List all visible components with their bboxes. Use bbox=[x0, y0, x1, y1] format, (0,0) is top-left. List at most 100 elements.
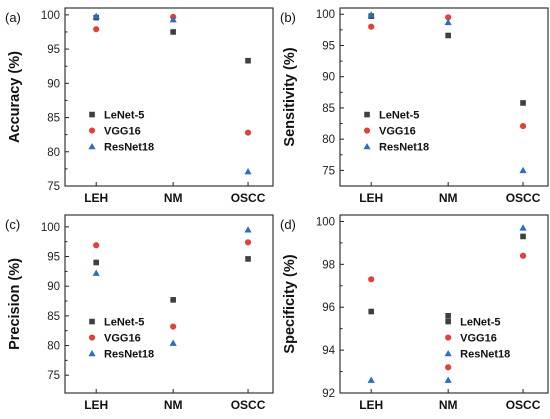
legend-marker-triangle bbox=[444, 349, 452, 357]
data-point-square bbox=[93, 259, 99, 266]
data-point-triangle bbox=[519, 166, 527, 174]
data-point-triangle bbox=[244, 168, 252, 175]
y-tick-label: 80 bbox=[322, 134, 335, 146]
data-point-circle bbox=[519, 122, 527, 130]
data-point-circle bbox=[244, 239, 252, 246]
legend-label: ResNet18 bbox=[379, 142, 429, 154]
legend-label: LeNet-5 bbox=[104, 317, 144, 329]
x-category-label: LEH bbox=[359, 191, 383, 205]
y-tick-label: 98 bbox=[322, 259, 335, 271]
legend-marker-circle bbox=[363, 127, 371, 134]
y-tick-label: 85 bbox=[322, 103, 335, 115]
plot-frame bbox=[64, 214, 274, 394]
legend-marker-square bbox=[89, 111, 95, 118]
data-point-square bbox=[170, 297, 176, 303]
x-category-label: NM bbox=[164, 398, 183, 412]
y-tick-label: 90 bbox=[47, 281, 60, 293]
data-point-triangle bbox=[92, 12, 100, 19]
legend-marker-circle bbox=[445, 334, 452, 341]
legend-label: LeNet-5 bbox=[104, 110, 144, 122]
plot-frame bbox=[339, 214, 549, 394]
panel-tag: (a) bbox=[5, 10, 21, 25]
data-point-triangle bbox=[169, 16, 177, 23]
data-point-square bbox=[520, 233, 526, 240]
y-tick-label: 95 bbox=[47, 44, 60, 56]
chart-panel-1: (a) 75 80 85 90 95 100 LEH NM OSCC Accuracy (%) LeN… bbox=[5, 7, 274, 205]
legend-label: ResNet18 bbox=[460, 349, 510, 361]
chart-panel-4: (d) 92 94 96 98 100 LEH NM OSCC Specificity (%) Le… bbox=[280, 214, 549, 412]
legend-label: LeNet-5 bbox=[460, 317, 500, 329]
data-point-circle bbox=[93, 26, 100, 33]
y-tick-label: 100 bbox=[316, 9, 335, 21]
y-tick-label: 90 bbox=[47, 78, 60, 90]
x-category-label: LEH bbox=[359, 398, 383, 412]
x-category-label: OSCC bbox=[231, 191, 266, 205]
legend-label: VGG16 bbox=[460, 333, 497, 345]
y-tick-label: 90 bbox=[322, 72, 335, 84]
data-point-square bbox=[445, 312, 451, 319]
legend-marker-square bbox=[364, 111, 370, 118]
plot-frame bbox=[64, 7, 274, 187]
data-point-square bbox=[245, 57, 251, 64]
data-point-triangle bbox=[367, 376, 375, 383]
x-category-label: LEH bbox=[84, 398, 108, 412]
x-category-label: LEH bbox=[84, 191, 108, 205]
panel-tag: (b) bbox=[280, 10, 296, 25]
data-point-triangle bbox=[444, 18, 452, 26]
data-point-square bbox=[445, 32, 451, 39]
data-point-square bbox=[520, 100, 526, 106]
y-axis-label: Specificity (%) bbox=[282, 254, 298, 353]
y-tick-label: 85 bbox=[47, 311, 60, 323]
data-point-circle bbox=[368, 23, 375, 30]
y-tick-label: 94 bbox=[322, 345, 335, 357]
x-category-label: OSCC bbox=[506, 191, 541, 205]
legend-marker-circle bbox=[88, 127, 96, 134]
x-category-label: OSCC bbox=[506, 398, 541, 412]
x-category-label: NM bbox=[439, 398, 458, 412]
x-category-label: NM bbox=[439, 191, 458, 205]
legend-marker-triangle bbox=[363, 142, 371, 150]
chart-panel-3: (c) 75 80 85 90 95 100 LEH NM OSCC Precision (%) Le… bbox=[5, 214, 274, 412]
data-point-circle bbox=[170, 323, 177, 330]
data-point-circle bbox=[445, 14, 452, 21]
data-point-triangle bbox=[92, 269, 100, 276]
y-tick-label: 96 bbox=[322, 302, 335, 314]
y-axis-label: Precision (%) bbox=[7, 258, 23, 350]
legend-label: VGG16 bbox=[104, 333, 141, 345]
y-tick-label: 100 bbox=[41, 222, 60, 234]
legend-marker-square bbox=[89, 318, 95, 325]
x-category-label: OSCC bbox=[231, 398, 266, 412]
legend-marker-triangle bbox=[88, 349, 96, 357]
data-point-square bbox=[170, 29, 176, 35]
y-tick-label: 75 bbox=[322, 165, 335, 177]
data-point-circle bbox=[244, 129, 252, 136]
legend-marker-triangle bbox=[88, 142, 96, 150]
y-tick-label: 95 bbox=[47, 252, 60, 264]
data-point-triangle bbox=[367, 11, 375, 18]
y-tick-label: 75 bbox=[47, 370, 60, 382]
y-tick-label: 75 bbox=[47, 181, 60, 193]
x-category-label: NM bbox=[164, 191, 183, 205]
legend-label: LeNet-5 bbox=[379, 110, 419, 122]
data-point-circle bbox=[93, 242, 100, 249]
data-point-circle bbox=[519, 252, 527, 259]
plot-frame bbox=[339, 7, 549, 187]
panel-tag: (c) bbox=[5, 217, 20, 232]
data-point-square bbox=[368, 308, 374, 315]
data-point-circle bbox=[445, 364, 452, 371]
legend-marker-square bbox=[445, 318, 451, 325]
legend: LeNet-5 VGG16 ResNet18 bbox=[88, 110, 154, 154]
y-tick-label: 95 bbox=[322, 40, 335, 52]
legend: LeNet-5 VGG16 ResNet18 bbox=[444, 317, 510, 361]
legend-label: ResNet18 bbox=[104, 349, 154, 361]
data-point-triangle bbox=[244, 226, 252, 233]
y-tick-label: 100 bbox=[41, 10, 60, 22]
legend-marker-circle bbox=[88, 334, 96, 341]
y-tick-label: 85 bbox=[47, 113, 60, 125]
y-tick-label: 80 bbox=[47, 147, 60, 159]
data-point-square bbox=[245, 256, 251, 262]
legend: LeNet-5 VGG16 ResNet18 bbox=[363, 110, 429, 154]
y-tick-label: 92 bbox=[322, 388, 335, 400]
chart-panel-2: (b) 75 80 85 90 95 100 LEH NM OSCC Sensitivity (%)… bbox=[280, 7, 549, 205]
